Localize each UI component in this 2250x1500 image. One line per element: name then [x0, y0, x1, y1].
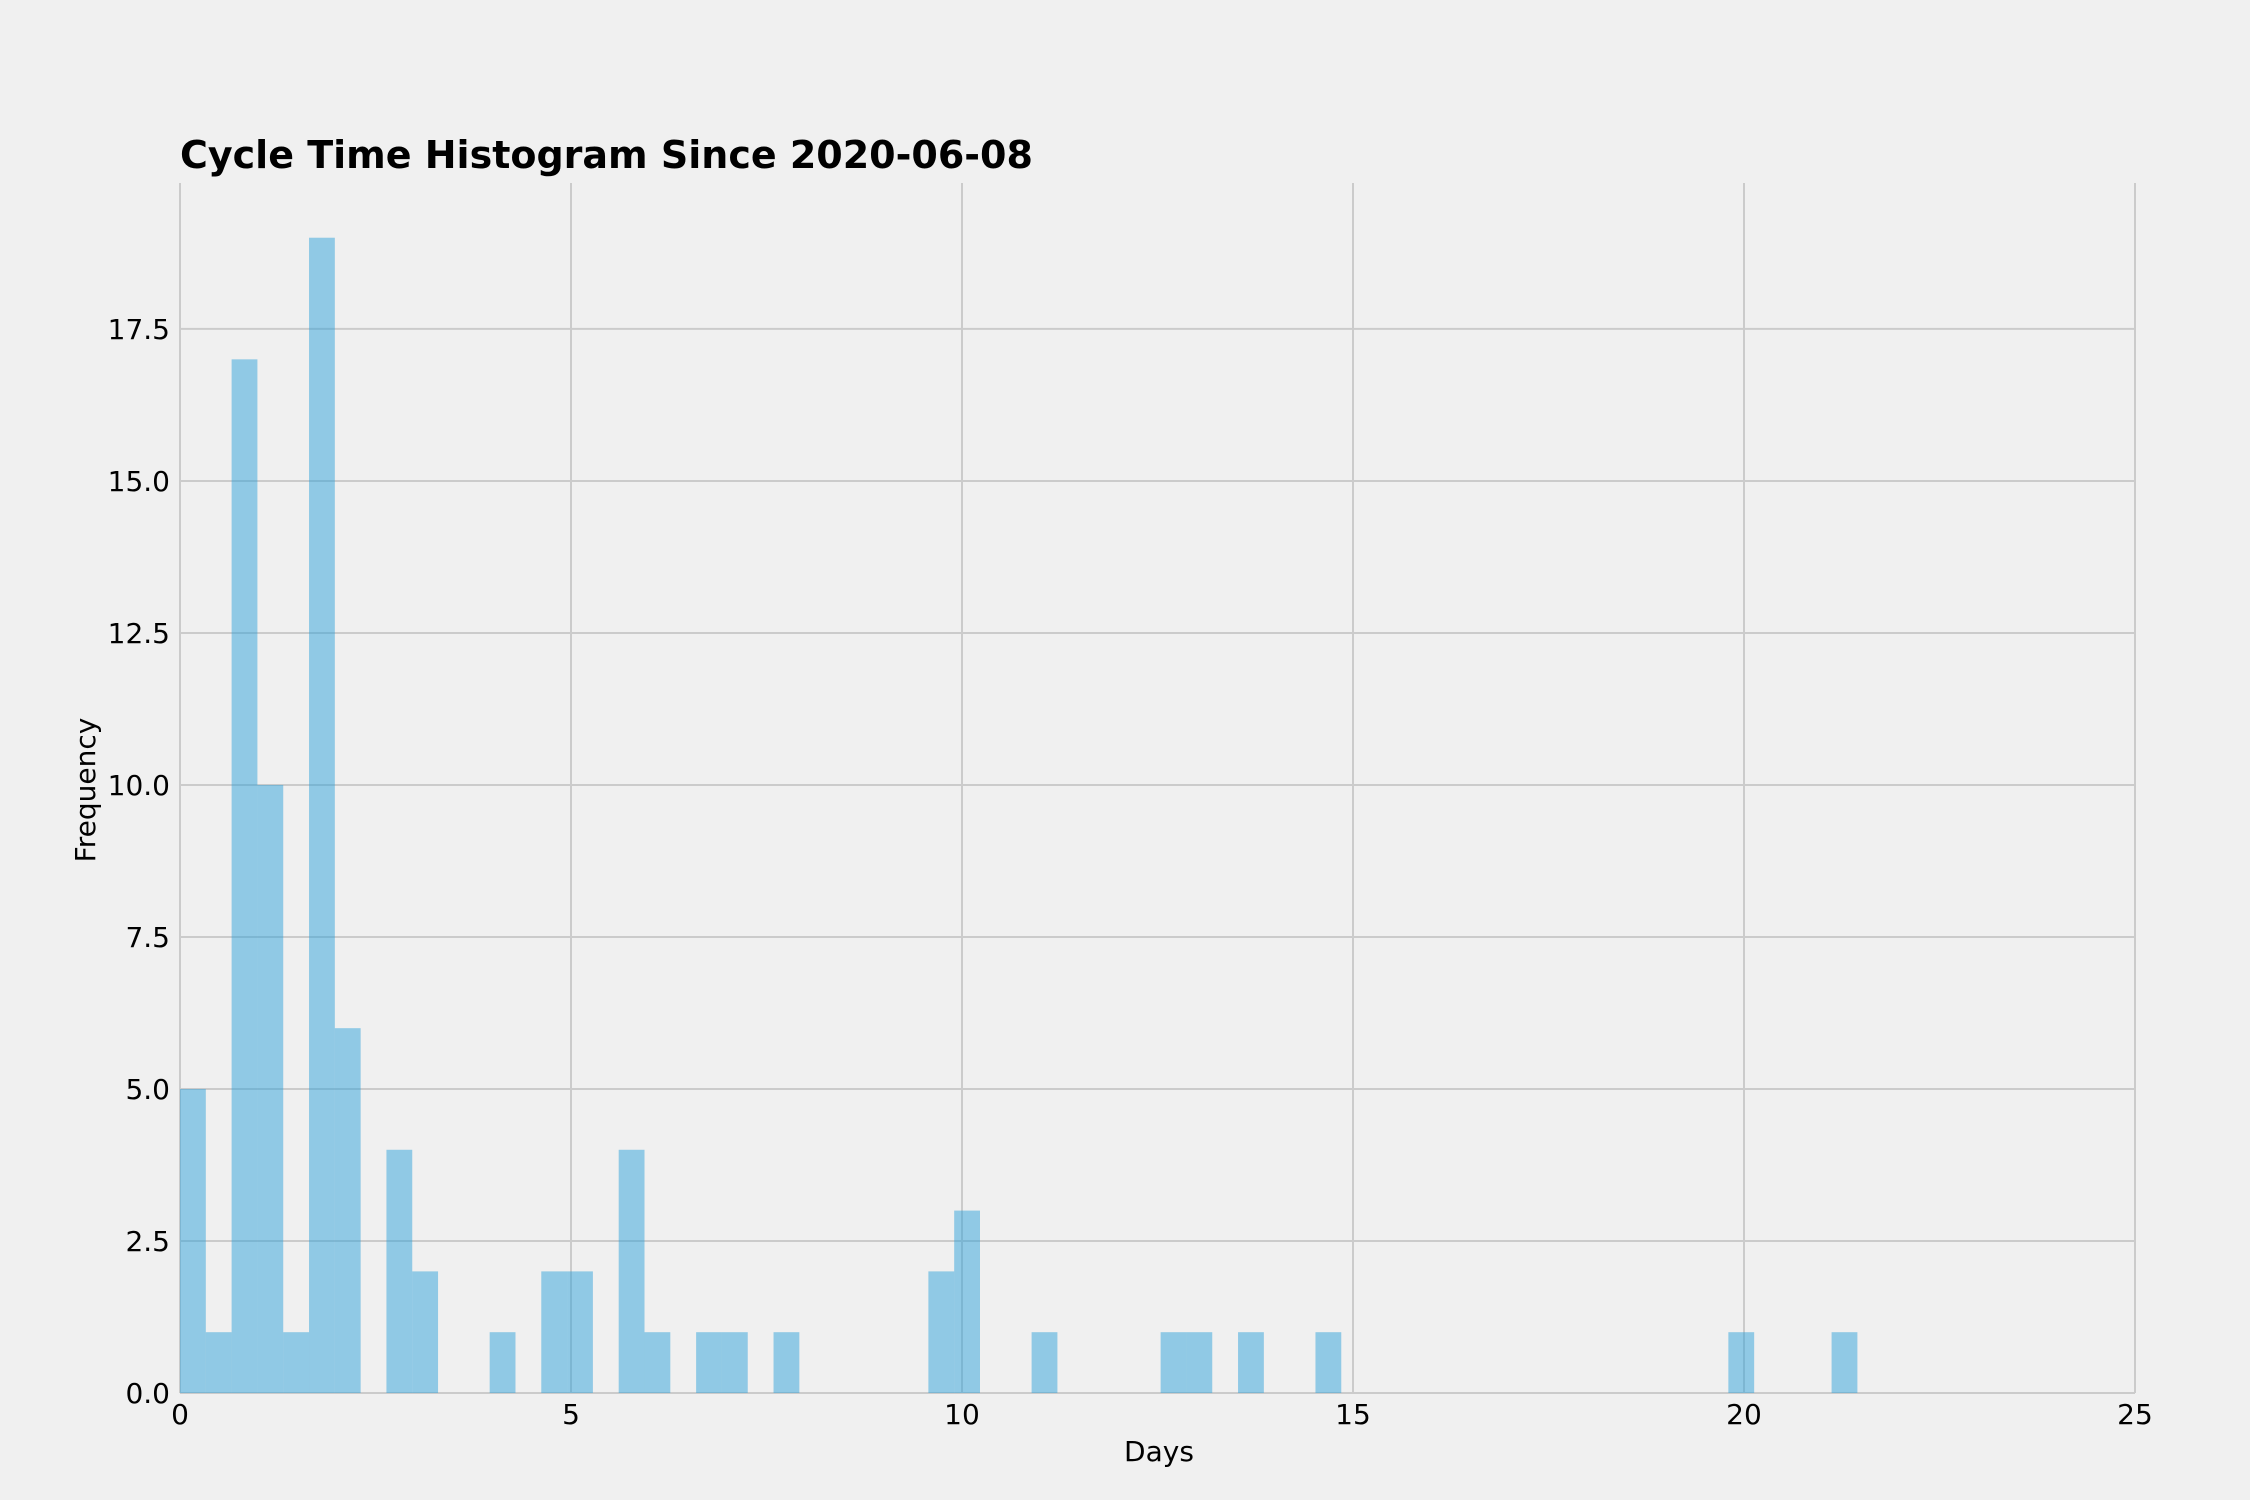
histogram-bar-15	[721, 1332, 748, 1393]
histogram-bar-23	[1315, 1332, 1342, 1393]
x-tick-label-0: 0	[171, 1398, 189, 1431]
histogram-bar-5	[309, 237, 335, 1393]
histogram-bar-16	[773, 1332, 800, 1393]
histogram-bar-14	[696, 1332, 722, 1393]
y-tick-label-6: 15.0	[108, 465, 170, 498]
histogram-bar-1	[205, 1332, 232, 1393]
histogram-bar-17	[928, 1271, 955, 1393]
x-tick-label-5: 25	[2117, 1398, 2153, 1431]
histogram-bar-21	[1186, 1332, 1213, 1393]
histogram-bar-20	[1160, 1332, 1187, 1393]
histogram-bars	[180, 237, 1858, 1393]
y-tick-label-5: 12.5	[108, 617, 170, 650]
histogram-bar-8	[412, 1271, 439, 1393]
histogram-bar-2	[231, 359, 258, 1393]
histogram-bar-22	[1238, 1332, 1264, 1393]
histogram-bar-10	[541, 1271, 568, 1393]
histogram-bar-13	[644, 1332, 671, 1393]
grid-lines	[179, 183, 2136, 1394]
x-tick-label-1: 5	[562, 1398, 580, 1431]
y-tick-label-3: 7.5	[125, 921, 170, 954]
y-axis-label: Frequency	[69, 718, 102, 863]
histogram-bar-12	[618, 1149, 645, 1393]
x-tick-label-3: 15	[1335, 1398, 1371, 1431]
histogram-bar-24	[1728, 1332, 1755, 1393]
chart-title: Cycle Time Histogram Since 2020-06-08	[180, 133, 1033, 177]
x-axis-label: Days	[1124, 1435, 1194, 1468]
histogram-bar-11	[567, 1271, 593, 1393]
y-tick-label-7: 17.5	[108, 313, 170, 346]
histogram-bar-6	[334, 1028, 361, 1393]
x-tick-label-4: 20	[1726, 1398, 1762, 1431]
x-tick-label-2: 10	[944, 1398, 980, 1431]
histogram-bar-19	[1031, 1332, 1058, 1393]
y-tick-label-1: 2.5	[125, 1225, 170, 1258]
y-tick-label-0: 0.0	[125, 1377, 170, 1410]
y-tick-label-4: 10.0	[108, 769, 170, 802]
histogram-bar-25	[1831, 1332, 1858, 1393]
axis-ticks: 0 5 10 15 20 25 0.0 2.5 5.0 7.5 10.0 12.5 15.0 17.5	[108, 313, 2153, 1431]
histogram-bar-7	[386, 1149, 413, 1393]
histogram-bar-18	[954, 1210, 980, 1393]
histogram-bar-9	[489, 1332, 516, 1393]
histogram-bar-4	[283, 1332, 310, 1393]
histogram-bar-3	[257, 784, 284, 1393]
histogram-bar-0	[180, 1088, 206, 1393]
y-tick-label-2: 5.0	[125, 1073, 170, 1106]
